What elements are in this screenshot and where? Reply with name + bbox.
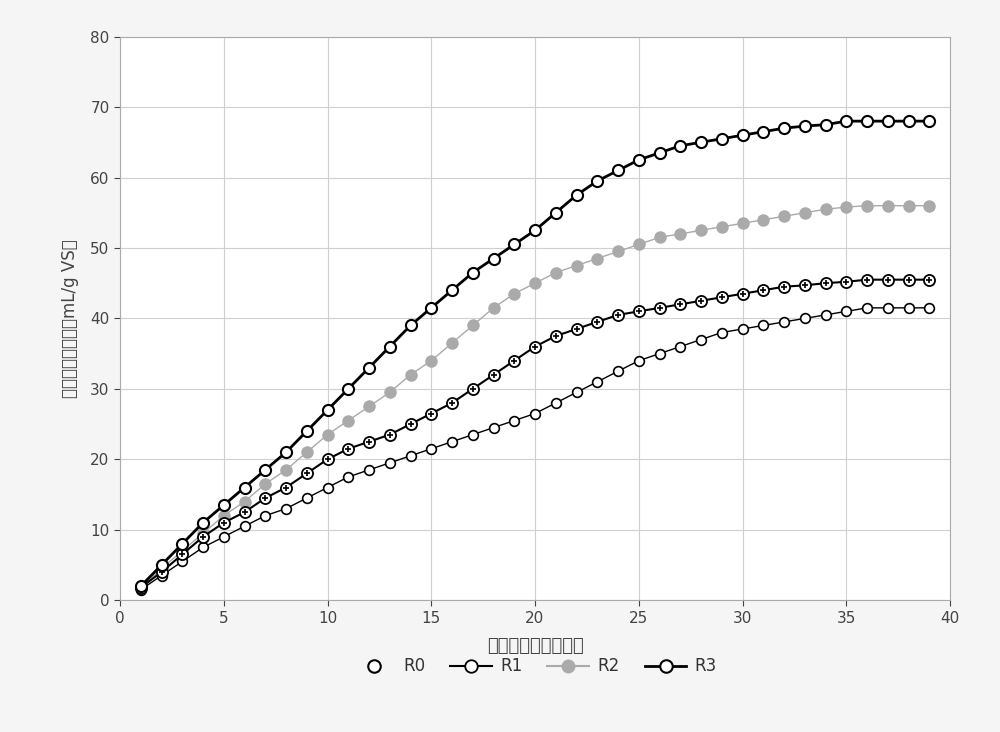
X-axis label: 厉氧消化时间（天）: 厉氧消化时间（天）: [487, 637, 583, 654]
Legend: R0, R1, R2, R3: R0, R1, R2, R3: [346, 651, 724, 682]
Y-axis label: 甲烷累积产气量（mL/g VS）: 甲烷累积产气量（mL/g VS）: [61, 239, 79, 397]
